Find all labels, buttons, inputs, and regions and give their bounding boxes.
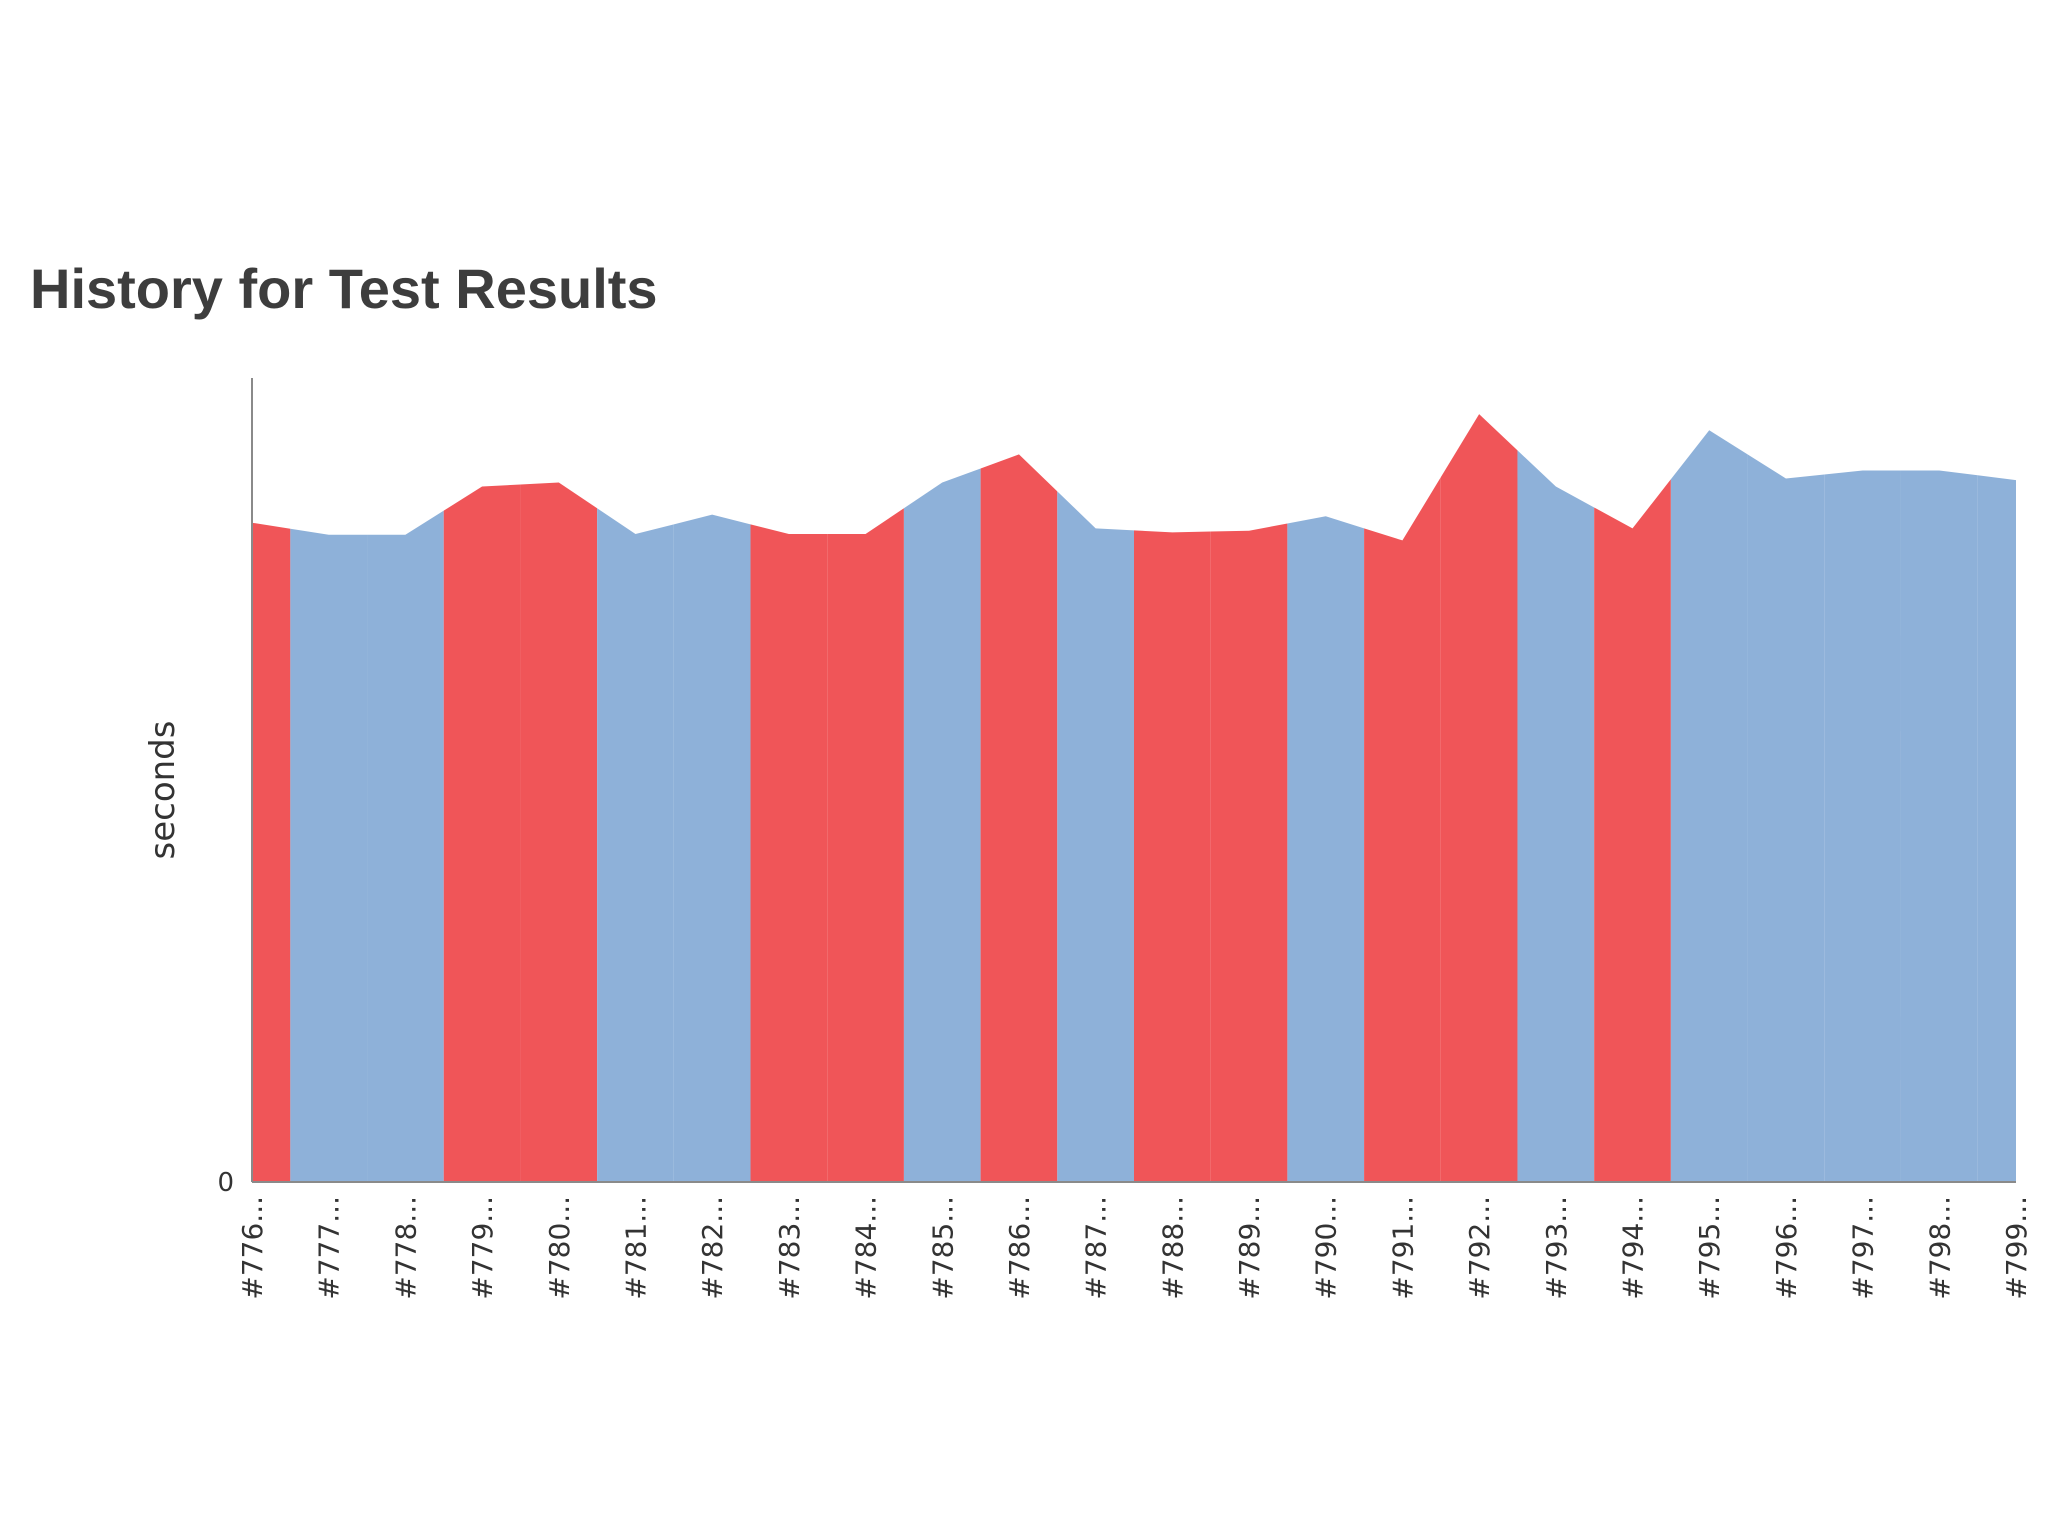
x-tick-label: #788...	[1156, 1196, 1189, 1300]
x-tick-label: #776...	[236, 1196, 269, 1300]
y-tick-label: 0	[217, 1168, 234, 1198]
area-band-passed[interactable]	[1517, 450, 1595, 1182]
area-band-failed[interactable]	[1440, 414, 1518, 1182]
x-tick-label: #793...	[1540, 1196, 1573, 1300]
area-band-failed[interactable]	[520, 482, 598, 1182]
area-band-failed[interactable]	[980, 454, 1058, 1182]
area-band-failed[interactable]	[443, 484, 521, 1182]
x-tick-label: #779...	[466, 1196, 499, 1300]
x-tick-label: #791...	[1386, 1196, 1419, 1300]
x-tick-label: #781...	[619, 1196, 652, 1300]
x-tick-label: #799...	[2000, 1196, 2033, 1300]
area-band-passed[interactable]	[1900, 470, 1978, 1183]
area-band-passed[interactable]	[367, 510, 444, 1182]
area-band-failed[interactable]	[1364, 477, 1441, 1182]
area-band-passed[interactable]	[1287, 516, 1365, 1182]
x-tick-label: #797...	[1847, 1196, 1880, 1300]
x-tick-label: #783...	[773, 1196, 806, 1300]
area-band-passed[interactable]	[1670, 430, 1748, 1182]
x-tick-label: #778...	[389, 1196, 422, 1300]
area-band-failed[interactable]	[750, 524, 828, 1182]
status-bands	[252, 414, 2016, 1183]
x-tick-label: #789...	[1233, 1196, 1266, 1300]
x-tick-labels: #776... #777... #778... #779... #780... #781.…	[236, 1196, 2033, 1300]
area-band-passed[interactable]	[290, 528, 368, 1182]
x-tick-label: #796...	[1770, 1196, 1803, 1300]
area-band-failed[interactable]	[827, 508, 904, 1182]
area-band-failed[interactable]	[1134, 530, 1211, 1182]
x-tick-label: #795...	[1693, 1196, 1726, 1300]
area-band-passed[interactable]	[1747, 454, 1825, 1182]
area-band-passed[interactable]	[673, 514, 751, 1182]
page-title: History for Test Results	[30, 257, 658, 320]
x-tick-label: #785...	[926, 1196, 959, 1300]
area-band-passed[interactable]	[903, 468, 981, 1182]
area-band-failed[interactable]	[252, 522, 291, 1182]
area-band-passed[interactable]	[597, 508, 674, 1182]
x-tick-label: #780...	[543, 1196, 576, 1300]
x-tick-label: #786...	[1003, 1196, 1036, 1300]
area-band-passed[interactable]	[1977, 475, 2016, 1182]
area-band-passed[interactable]	[1057, 491, 1134, 1182]
x-tick-label: #798...	[1923, 1196, 1956, 1300]
y-axis-label: seconds	[143, 721, 183, 860]
x-tick-label: #794...	[1617, 1196, 1650, 1300]
x-tick-label: #777...	[313, 1196, 346, 1300]
area-band-failed[interactable]	[1594, 479, 1671, 1182]
x-tick-label: #787...	[1080, 1196, 1113, 1300]
x-tick-label: #790...	[1310, 1196, 1343, 1300]
x-tick-label: #782...	[696, 1196, 729, 1300]
area-band-passed[interactable]	[1824, 470, 1901, 1183]
x-tick-label: #792...	[1463, 1196, 1496, 1300]
area-band-failed[interactable]	[1210, 523, 1288, 1182]
x-tick-label: #784...	[850, 1196, 883, 1300]
